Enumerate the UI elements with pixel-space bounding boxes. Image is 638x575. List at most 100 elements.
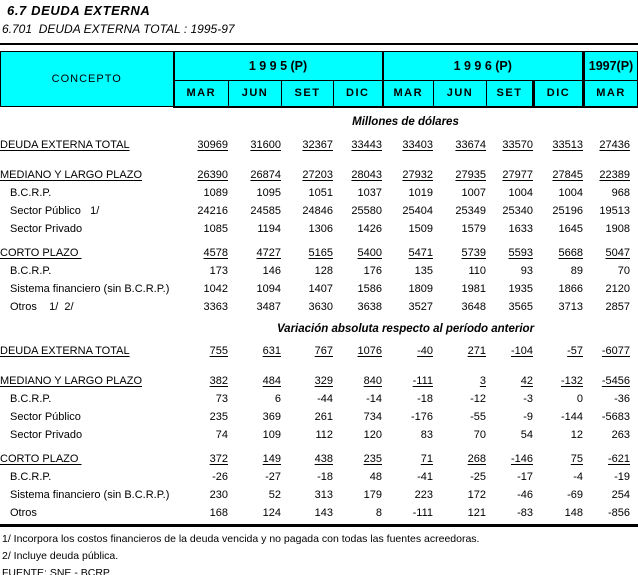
value-cell: -176 <box>410 410 433 423</box>
value-cell: 1866 <box>558 282 583 295</box>
value-cell: -46 <box>517 488 533 501</box>
value-cell: 24585 <box>250 204 281 217</box>
value-cell: 6 <box>274 392 281 405</box>
table-row: Sistema financiero (sin B.C.R.P.) 230 52 31… <box>0 486 638 504</box>
value-cell: -44 <box>317 392 333 405</box>
value-cell: 48 <box>369 470 382 483</box>
value-cell: 24846 <box>302 204 333 217</box>
value-cell: 93 <box>520 264 533 277</box>
month-header-row: MAR JUN SET DIC MAR JUN SET DIC MAR <box>1 80 638 108</box>
row-label: Sistema financiero (sin B.C.R.P.) <box>10 282 170 295</box>
value-cell: -5683 <box>601 410 630 423</box>
footnote-line: 1/ Incorpora los costos financieros de l… <box>2 532 480 545</box>
section-heading: Millones de dólares <box>352 115 459 128</box>
spacer-row <box>0 360 638 372</box>
value-cell: 261 <box>314 410 333 423</box>
table-row: Otros 168 124 143 8 -111 121 -83 148 -856 <box>0 504 638 522</box>
value-cell: -57 <box>567 344 583 357</box>
table-row: Sector Público 235 369 261 734 -176 -55 -9 -144 -… <box>0 408 638 426</box>
value-cell: 112 <box>315 428 333 441</box>
value-cell: 382 <box>209 374 228 387</box>
value-cell: 12 <box>570 428 583 441</box>
spacer-row <box>0 154 638 166</box>
month-header: DIC <box>532 80 584 108</box>
value-cell: 33570 <box>502 138 533 151</box>
value-cell: 25196 <box>552 204 583 217</box>
value-cell: 1633 <box>508 222 533 235</box>
table-row: Sector Público 1/24216 24585 24846 25580 254… <box>0 202 638 220</box>
value-cell: 223 <box>414 488 433 501</box>
row-label: MEDIANO Y LARGO PLAZO <box>0 374 143 387</box>
value-cell: 5400 <box>357 246 382 259</box>
value-cell: -69 <box>567 488 583 501</box>
row-label: Otros <box>10 506 37 519</box>
value-cell: 5165 <box>308 246 333 259</box>
value-cell: 1051 <box>308 186 333 199</box>
value-cell: 734 <box>363 410 382 423</box>
value-cell: 5739 <box>461 246 486 259</box>
value-cell: -146 <box>510 452 533 465</box>
value-cell: 484 <box>262 374 281 387</box>
spacer <box>0 154 638 166</box>
value-cell: 4578 <box>203 246 228 259</box>
value-cell: -17 <box>517 470 533 483</box>
row-label: Sector Público 1/ <box>10 204 100 217</box>
value-cell: 3648 <box>461 300 486 313</box>
value-cell: -18 <box>417 392 433 405</box>
value-cell: -144 <box>560 410 583 423</box>
value-cell: 631 <box>262 344 281 357</box>
value-cell: 3638 <box>357 300 382 313</box>
value-cell: 230 <box>209 488 228 501</box>
value-cell: 1407 <box>308 282 333 295</box>
row-label: Sistema financiero (sin B.C.R.P.) <box>10 488 170 501</box>
value-cell: 1095 <box>256 186 281 199</box>
value-cell: -40 <box>417 344 433 357</box>
value-cell: 149 <box>262 452 281 465</box>
table-row: DEUDA EXTERNA TOTAL 755 631 767 1076 -40 271 -1… <box>0 342 638 360</box>
value-cell: 135 <box>414 264 433 277</box>
value-cell: 1007 <box>461 186 486 199</box>
table-row: DEUDA EXTERNA TOTAL 30969 31600 32367 33443 3… <box>0 136 638 154</box>
section-heading: Variación absoluta respecto al período a… <box>276 322 535 335</box>
value-cell: 176 <box>363 264 382 277</box>
table-row: B.C.R.P. 173 146 128 176 135 110 93 89 70 <box>0 262 638 280</box>
value-cell: 1809 <box>408 282 433 295</box>
value-cell: 235 <box>363 452 382 465</box>
row-label: DEUDA EXTERNA TOTAL <box>0 344 130 357</box>
value-cell: 1004 <box>558 186 583 199</box>
value-cell: -111 <box>412 506 433 519</box>
table-row: Otros 1/ 2/3363 3487 3630 3638 3527 3648 3565 3… <box>0 298 638 316</box>
month-header: JUN <box>228 80 282 108</box>
value-cell: 5471 <box>408 246 433 259</box>
value-cell: 121 <box>467 506 486 519</box>
value-cell: 3 <box>479 374 486 387</box>
value-cell: 27935 <box>455 168 486 181</box>
value-cell: 27203 <box>302 168 333 181</box>
row-label: B.C.R.P. <box>10 186 52 199</box>
value-cell: 1645 <box>558 222 583 235</box>
row-label: CORTO PLAZO <box>0 246 82 259</box>
row-label: DEUDA EXTERNA TOTAL <box>0 138 130 151</box>
value-cell: -5456 <box>601 374 630 387</box>
value-cell: -856 <box>607 506 630 519</box>
value-cell: 1579 <box>461 222 486 235</box>
value-cell: 33443 <box>351 138 382 151</box>
value-cell: 22389 <box>599 168 630 181</box>
value-cell: 74 <box>215 428 228 441</box>
value-cell: 271 <box>467 344 486 357</box>
value-cell: 71 <box>420 452 433 465</box>
value-cell: 840 <box>363 374 382 387</box>
value-cell: 5593 <box>508 246 533 259</box>
value-cell: 70 <box>473 428 486 441</box>
value-cell: 54 <box>520 428 533 441</box>
month-header: JUN <box>433 80 487 108</box>
value-cell: 3487 <box>256 300 281 313</box>
value-cell: -25 <box>470 470 486 483</box>
table-row: Sector Privado 74 109 112 120 83 70 54 12 263 <box>0 426 638 444</box>
table-header: CONCEPTO 1 9 9 5 (P) 1 9 9 6 (P) 1997(P) M… <box>0 51 638 108</box>
value-cell: -132 <box>560 374 583 387</box>
value-cell: 1981 <box>461 282 486 295</box>
data-table: Millones de dólares DEUDA EXTERNA TOTAL 30… <box>0 108 638 522</box>
value-cell: 109 <box>262 428 281 441</box>
value-cell: 329 <box>314 374 333 387</box>
